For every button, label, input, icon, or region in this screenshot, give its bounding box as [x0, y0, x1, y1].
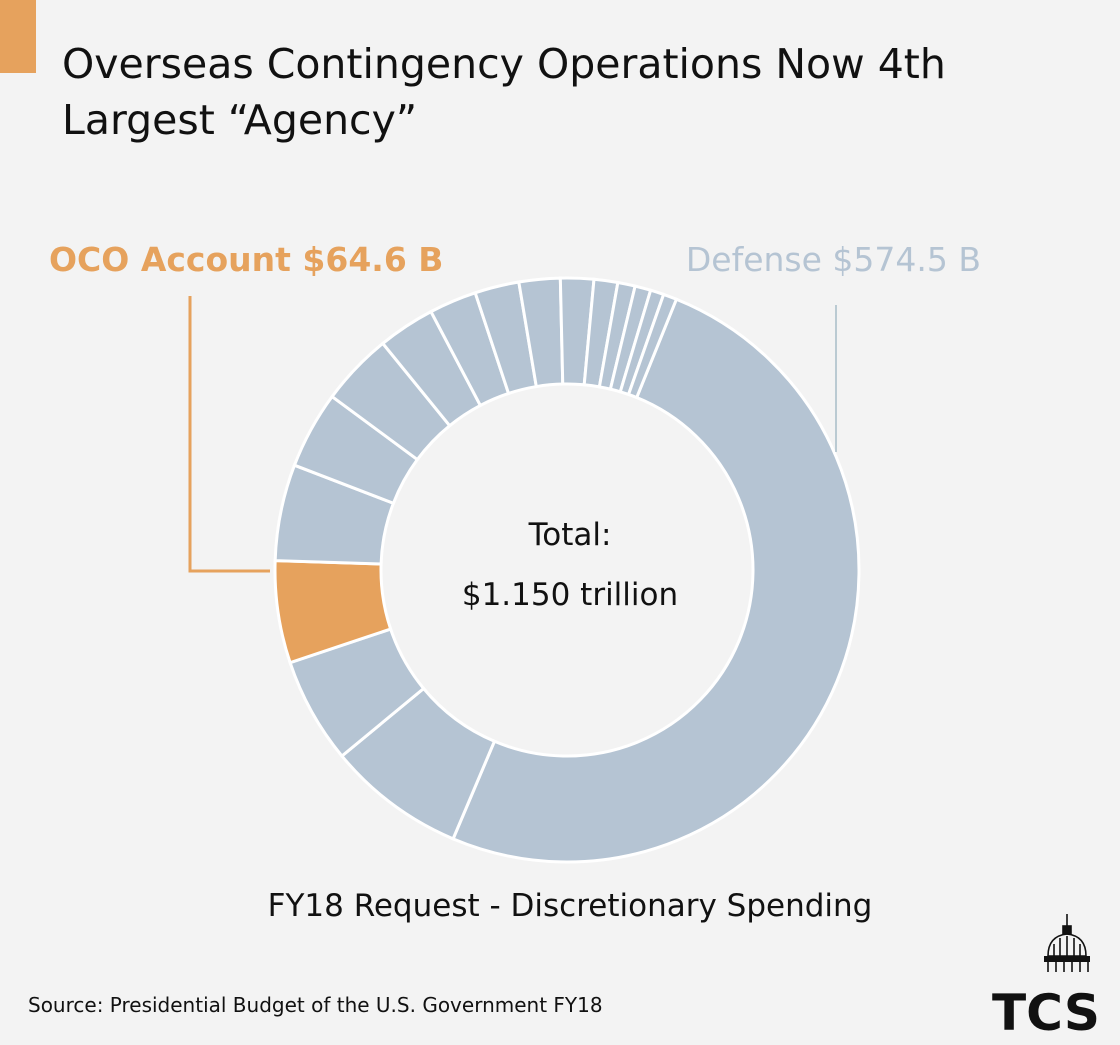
defense-callout-label: Defense $574.5 B	[685, 240, 981, 279]
center-total-label: Total:	[528, 517, 612, 553]
title-line-1: Overseas Contingency Operations Now 4th	[62, 40, 946, 88]
tcs-logo: TCS	[992, 914, 1100, 1034]
slice-16	[626, 292, 679, 400]
center-total-value: $1.150 trillion	[461, 577, 679, 613]
source-note: Source: Presidential Budget of the U.S. …	[28, 993, 603, 1017]
logo-text: TCS	[992, 984, 1100, 1034]
chart-caption: FY18 Request - Discretionary Spending	[267, 888, 873, 924]
title-line-2: Largest “Agency”	[62, 96, 418, 144]
oco-leader-line	[188, 296, 270, 573]
capitol-dome-icon	[1044, 914, 1090, 972]
chart-title: Overseas Contingency Operations Now 4th …	[62, 36, 1062, 148]
donut-slices	[273, 276, 861, 864]
oco-callout-label: OCO Account $64.6 B	[49, 240, 444, 279]
slice-defense	[451, 297, 861, 864]
title-accent-block	[0, 0, 36, 73]
